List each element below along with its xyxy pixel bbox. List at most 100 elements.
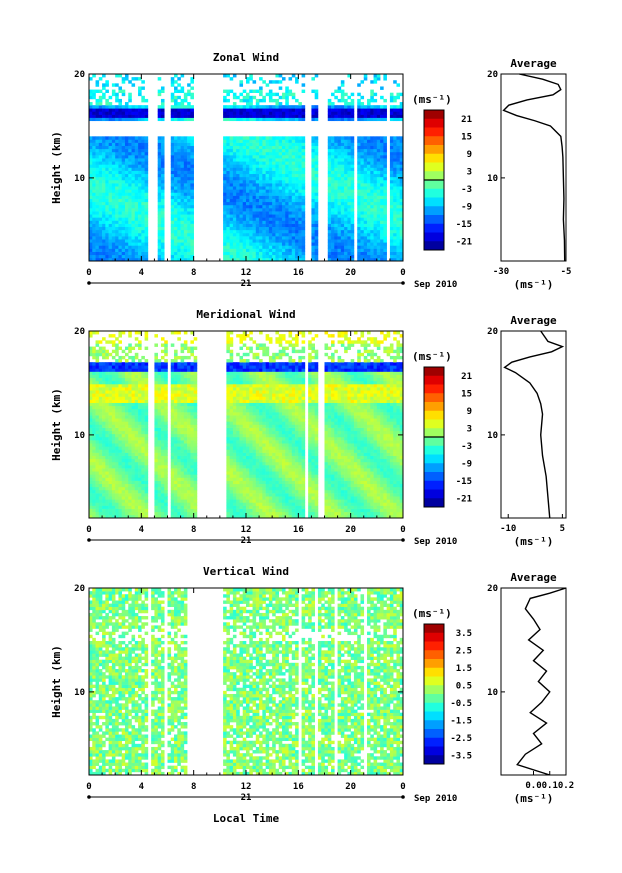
heatmap-cell xyxy=(389,158,394,162)
heatmap-cell xyxy=(236,220,240,224)
heatmap-cell xyxy=(124,461,129,466)
heatmap-cell xyxy=(327,186,332,190)
heatmap-cell xyxy=(360,226,365,231)
heatmap-cell xyxy=(95,408,100,413)
heatmap-cell xyxy=(272,114,276,118)
heatmap-cell xyxy=(89,220,93,224)
heatmap-cell xyxy=(314,105,319,109)
heatmap-cell xyxy=(124,117,129,122)
heatmap-cell xyxy=(164,461,168,466)
heatmap-cell xyxy=(144,220,149,224)
heatmap-cell xyxy=(180,204,185,209)
heatmap-cell xyxy=(164,468,168,472)
heatmap-cell xyxy=(157,236,162,240)
heatmap-cell xyxy=(105,421,109,425)
heatmap-cell xyxy=(154,393,158,397)
heatmap-cell xyxy=(314,139,319,143)
heatmap-cell xyxy=(340,198,345,203)
heatmap-cell xyxy=(92,239,96,243)
heatmap-cell xyxy=(363,151,368,156)
heatmap-cell xyxy=(389,164,394,168)
heatmap-cell xyxy=(226,204,230,209)
heatmap-cell xyxy=(399,164,404,168)
heatmap-cell xyxy=(180,183,185,187)
heatmap-cell xyxy=(157,195,162,199)
heatmap-cell xyxy=(128,108,132,112)
heatmap-cell xyxy=(252,242,257,246)
heatmap-cell xyxy=(144,483,149,488)
heatmap-cell xyxy=(272,170,276,175)
heatmap-cell xyxy=(118,421,123,425)
heatmap-cell xyxy=(102,204,106,209)
heatmap-cell xyxy=(108,95,113,100)
heatmap-cell xyxy=(301,245,306,249)
heatmap-cell xyxy=(226,236,230,240)
heatmap-cell xyxy=(337,114,342,118)
heatmap-cell xyxy=(183,248,188,252)
heatmap-cell xyxy=(144,186,149,190)
heatmap-cell xyxy=(259,214,263,218)
heatmap-cell xyxy=(255,142,260,146)
heatmap-cell xyxy=(357,232,361,237)
heatmap-cell xyxy=(331,248,335,252)
heatmap-cell xyxy=(138,427,142,432)
heatmap-cell xyxy=(376,214,381,218)
heatmap-cell xyxy=(144,465,149,469)
heatmap-cell xyxy=(327,139,332,143)
heatmap-cell xyxy=(170,365,175,369)
heatmap-cell xyxy=(223,136,227,140)
heatmap-cell xyxy=(259,111,263,115)
heatmap-cell xyxy=(239,251,244,256)
heatmap-cell xyxy=(376,158,381,162)
heatmap-cell xyxy=(157,502,162,506)
heatmap-cell xyxy=(190,179,194,184)
heatmap-cell xyxy=(229,117,234,122)
heatmap-cell xyxy=(134,242,139,246)
heatmap-cell xyxy=(141,251,145,256)
heatmap-cell xyxy=(102,220,106,224)
heatmap-cell xyxy=(190,204,194,209)
heatmap-cell xyxy=(246,211,250,215)
heatmap-cell xyxy=(138,359,142,363)
heatmap-cell xyxy=(128,183,132,187)
heatmap-cell xyxy=(223,89,227,93)
heatmap-cell xyxy=(154,483,158,488)
heatmap-cell xyxy=(255,179,260,184)
heatmap-cell xyxy=(128,402,132,407)
heatmap-cell xyxy=(138,440,142,444)
heatmap-cell xyxy=(95,440,100,444)
heatmap-cell xyxy=(259,105,263,109)
heatmap-cell xyxy=(144,242,149,246)
heatmap-cell xyxy=(190,201,194,206)
heatmap-cell xyxy=(98,514,103,519)
heatmap-cell xyxy=(331,257,335,262)
heatmap-cell xyxy=(363,248,368,252)
heatmap-cell xyxy=(95,98,100,103)
heatmap-cell xyxy=(226,239,230,243)
heatmap-cell xyxy=(396,161,401,165)
heatmap-cell xyxy=(124,421,129,425)
heatmap-cell xyxy=(92,346,96,350)
heatmap-cell xyxy=(118,211,123,215)
heatmap-cell xyxy=(380,208,384,212)
heatmap-cell xyxy=(92,155,96,159)
heatmap-cell xyxy=(246,232,250,237)
heatmap-cell xyxy=(360,236,365,240)
heatmap-cell xyxy=(138,499,142,503)
heatmap-cell xyxy=(399,201,404,206)
heatmap-cell xyxy=(111,167,116,171)
heatmap-cell xyxy=(174,139,178,143)
heatmap-cell xyxy=(236,95,240,100)
heatmap-cell xyxy=(311,139,315,143)
heatmap-cell xyxy=(124,436,129,441)
heatmap-cell xyxy=(268,232,273,237)
heatmap-cell xyxy=(98,142,103,146)
heatmap-cell xyxy=(102,186,106,190)
heatmap-cell xyxy=(229,201,234,206)
heatmap-cell xyxy=(102,433,106,438)
heatmap-cell xyxy=(373,148,378,153)
heatmap-cell xyxy=(118,508,123,513)
heatmap-cell xyxy=(370,229,374,234)
heatmap-cell xyxy=(311,189,315,193)
heatmap-cell xyxy=(134,452,139,456)
